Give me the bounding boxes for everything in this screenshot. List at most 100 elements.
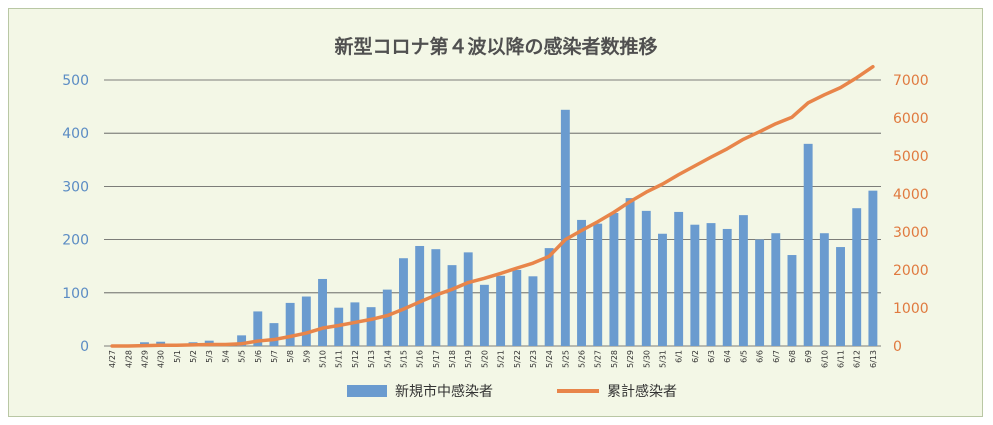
y-left-tick-label: 100 bbox=[62, 286, 89, 302]
x-tick-label: 5/9 bbox=[302, 350, 311, 363]
x-tick-label: 5/10 bbox=[319, 350, 328, 368]
x-tick-label: 6/6 bbox=[756, 350, 765, 363]
bar bbox=[285, 302, 295, 346]
bar bbox=[463, 252, 473, 346]
x-tick-label: 6/5 bbox=[739, 350, 748, 363]
y-left-tick-label: 400 bbox=[62, 126, 89, 142]
x-tick-label: 6/13 bbox=[869, 350, 878, 368]
x-tick-label: 5/18 bbox=[448, 350, 457, 368]
bar bbox=[625, 198, 635, 346]
x-tick-label: 5/29 bbox=[626, 350, 635, 368]
x-tick-label: 5/16 bbox=[416, 350, 425, 368]
bar bbox=[755, 239, 765, 346]
bar bbox=[253, 311, 263, 346]
bar bbox=[577, 219, 586, 346]
bar bbox=[771, 233, 781, 346]
bar bbox=[399, 258, 408, 346]
x-tick-label: 5/27 bbox=[594, 350, 603, 368]
x-tick-label: 6/4 bbox=[723, 350, 732, 363]
bar bbox=[366, 307, 376, 346]
x-tick-label: 5/19 bbox=[464, 350, 473, 368]
x-tick-label: 5/21 bbox=[497, 350, 506, 368]
x-tick-label: 5/28 bbox=[610, 350, 619, 368]
x-tick-label: 4/30 bbox=[157, 350, 166, 368]
x-tick-label: 6/3 bbox=[707, 350, 716, 363]
y-left-tick-label: 500 bbox=[62, 73, 89, 89]
x-tick-label: 5/23 bbox=[529, 350, 538, 368]
bar bbox=[415, 245, 425, 346]
x-tick-label: 5/25 bbox=[561, 350, 570, 368]
x-tick-label: 5/4 bbox=[221, 350, 230, 363]
x-tick-label: 6/2 bbox=[691, 350, 700, 363]
bar bbox=[658, 233, 667, 346]
grid-layer bbox=[104, 79, 881, 347]
bar bbox=[819, 233, 829, 346]
bar bbox=[560, 109, 570, 347]
x-tick-label: 5/7 bbox=[270, 350, 279, 363]
x-tick-label: 6/1 bbox=[675, 350, 684, 363]
x-tick-label: 6/10 bbox=[820, 350, 829, 368]
bar bbox=[544, 248, 554, 346]
x-tick-label: 6/11 bbox=[837, 350, 846, 368]
bar bbox=[787, 255, 797, 346]
x-tick-label: 6/8 bbox=[788, 350, 797, 363]
y-right-tick-label: 1000 bbox=[893, 301, 929, 317]
x-tick-label: 5/26 bbox=[578, 350, 587, 368]
bar bbox=[382, 289, 392, 346]
bar bbox=[593, 223, 603, 346]
y-left-tick-label: 300 bbox=[62, 179, 89, 195]
x-tick-label: 5/20 bbox=[480, 350, 489, 368]
bar bbox=[641, 210, 651, 346]
x-tick-label: 5/14 bbox=[383, 350, 392, 368]
x-tick-label: 5/2 bbox=[189, 350, 198, 363]
legend-bar-label: 新規市中感染者 bbox=[395, 383, 493, 400]
x-tick-label: 5/13 bbox=[367, 350, 376, 368]
x-tick-label: 6/12 bbox=[853, 350, 862, 368]
y-right-tick-label: 0 bbox=[893, 339, 902, 355]
y-right-tick-label: 4000 bbox=[893, 187, 929, 203]
bar bbox=[237, 335, 247, 346]
x-tick-label: 5/8 bbox=[286, 350, 295, 363]
x-tick-label: 5/5 bbox=[238, 350, 247, 363]
x-tick-label: 6/9 bbox=[804, 350, 813, 363]
bar bbox=[301, 296, 311, 346]
y-right-tick-label: 5000 bbox=[893, 149, 929, 165]
x-tick-label: 5/3 bbox=[205, 350, 214, 363]
line-layer bbox=[110, 64, 875, 348]
bar bbox=[512, 269, 522, 346]
bar bbox=[803, 143, 813, 346]
x-tick-label: 5/1 bbox=[173, 350, 182, 363]
x-tick-label: 5/12 bbox=[351, 350, 360, 368]
x-tick-label: 5/30 bbox=[642, 350, 651, 368]
bar bbox=[447, 265, 457, 346]
bar-layer bbox=[140, 109, 878, 347]
chart-frame: 新型コロナ第４波以降の感染者数推移 0 100 200 300 400 500 0 1000 2… bbox=[8, 8, 983, 417]
bar bbox=[318, 278, 327, 346]
bar bbox=[609, 213, 619, 346]
cumulative-line bbox=[110, 64, 875, 348]
legend-line-label: 累計感染者 bbox=[607, 383, 677, 400]
bar bbox=[852, 208, 862, 346]
x-tick-label: 4/28 bbox=[124, 350, 133, 368]
x-tick-label: 4/29 bbox=[140, 350, 149, 368]
y-right-tick-label: 7000 bbox=[893, 73, 929, 89]
bar bbox=[836, 247, 845, 346]
bar bbox=[674, 211, 684, 346]
y-right-tick-label: 6000 bbox=[893, 111, 929, 127]
bar bbox=[431, 249, 441, 346]
x-tick-label: 6/7 bbox=[772, 350, 781, 363]
x-tick-label: 5/24 bbox=[545, 350, 554, 368]
y-right-tick-label: 2000 bbox=[893, 263, 929, 279]
y-left-tick-label: 0 bbox=[80, 339, 89, 355]
chart-title: 新型コロナ第４波以降の感染者数推移 bbox=[334, 35, 657, 58]
x-tick-label: 4/27 bbox=[108, 350, 117, 368]
bar bbox=[706, 223, 716, 346]
legend-bar-swatch bbox=[347, 385, 387, 397]
bar bbox=[479, 284, 489, 346]
x-tick-label: 5/22 bbox=[513, 350, 522, 368]
chart-svg: 新型コロナ第４波以降の感染者数推移 0100200300400500010002… bbox=[62, 35, 929, 400]
legend: 新規市中感染者 累計感染者 bbox=[347, 383, 677, 400]
bar bbox=[269, 323, 279, 346]
x-tick-label: 5/6 bbox=[254, 350, 263, 363]
bar bbox=[690, 224, 700, 346]
